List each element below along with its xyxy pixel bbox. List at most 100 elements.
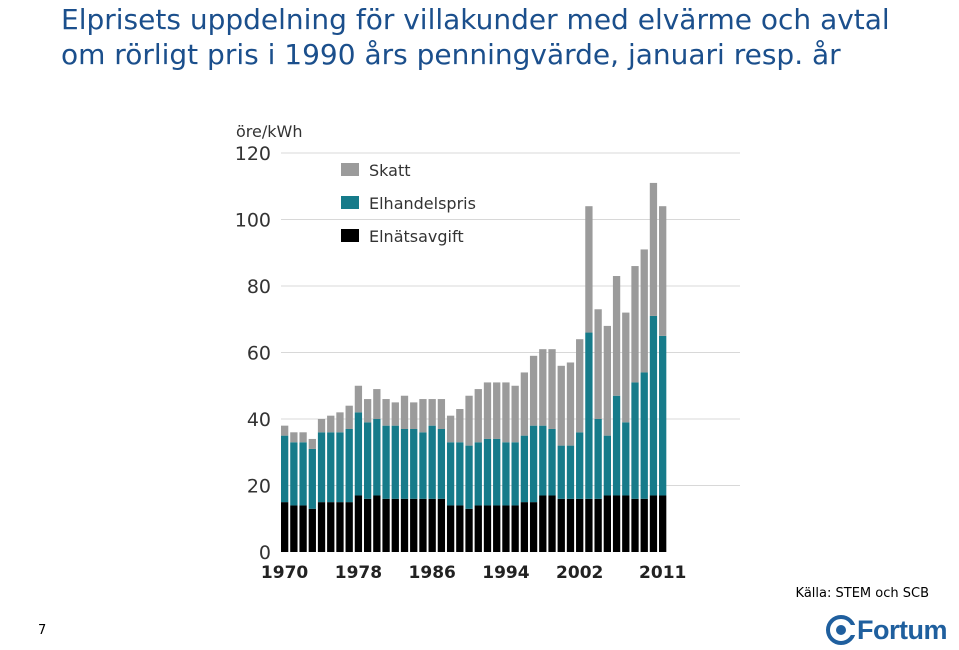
bar-segment-skatt-2002 [576, 339, 584, 433]
bar-segment-skatt-1995 [511, 385, 519, 443]
bar-segment-skatt-2003 [585, 206, 593, 333]
bar-segment-elnätsavgift-1981 [382, 498, 390, 552]
bar-segment-elhandelspris-1992 [483, 438, 492, 506]
bar-segment-elhandelspris-2006 [612, 395, 621, 496]
bar-segment-skatt-1977 [345, 405, 353, 429]
y-tick-label: 60 [247, 343, 271, 365]
slide-title: Elprisets uppdelning för villakunder med… [61, 3, 890, 71]
bar-segment-elnätsavgift-2008 [631, 498, 639, 552]
bar-segment-elhandelspris-2003 [585, 332, 593, 499]
bar-segment-elnätsavgift-1975 [327, 502, 335, 553]
bar-segment-elnätsavgift-1995 [511, 505, 519, 552]
legend-label-skatt: Skatt [369, 161, 411, 180]
bar-segment-elnätsavgift-1973 [308, 508, 316, 552]
legend-label-elnätsavgift: Elnätsavgift [369, 227, 464, 246]
bar-segment-skatt-2006 [612, 276, 621, 396]
bar-segment-elnätsavgift-2001 [566, 498, 575, 552]
bar-segment-elnätsavgift-2005 [603, 495, 611, 552]
bar-segment-elhandelspris-2000 [557, 445, 565, 499]
bar-segment-skatt-1979 [363, 399, 372, 423]
bar-segment-elhandelspris-2007 [622, 422, 630, 496]
bar-segment-skatt-1999 [548, 349, 556, 429]
bar-segment-skatt-1980 [373, 389, 381, 419]
bar-segment-skatt-1982 [391, 402, 399, 426]
bar-segment-elnätsavgift-2006 [612, 495, 621, 552]
bar-segment-skatt-2010 [649, 182, 658, 316]
bar-segment-elnätsavgift-1989 [456, 505, 464, 552]
bar-segment-elnätsavgift-1985 [419, 498, 427, 552]
y-tick-label: 120 [235, 143, 271, 165]
bar-segment-skatt-1970 [281, 425, 289, 436]
bar-segment-skatt-2004 [594, 309, 602, 419]
bar-segment-elhandelspris-2011 [659, 335, 667, 496]
y-tick-label: 40 [247, 409, 271, 431]
bar-segment-skatt-1981 [382, 399, 390, 426]
bar-segment-elhandelspris-1983 [400, 428, 409, 499]
x-tick-label: 1986 [409, 563, 456, 583]
bar-segment-elhandelspris-1997 [529, 425, 538, 503]
bar-segment-elnätsavgift-1982 [391, 498, 399, 552]
page-number: 7 [38, 623, 47, 638]
y-tick-label: 0 [259, 542, 271, 564]
legend-swatch-elhandelspris [341, 196, 359, 209]
bar-segment-elnätsavgift-1994 [502, 505, 510, 552]
bars [281, 182, 667, 553]
bar-segment-elhandelspris-1991 [474, 442, 482, 506]
bar-segment-elhandelspris-1979 [363, 422, 372, 499]
bar-segment-elhandelspris-2001 [566, 445, 575, 499]
bar-segment-elnätsavgift-1983 [400, 498, 409, 552]
bar-segment-skatt-2009 [640, 249, 648, 373]
bar-segment-elhandelspris-1998 [539, 425, 547, 496]
bar-segment-elhandelspris-1986 [428, 425, 436, 499]
bar-segment-elnätsavgift-1998 [539, 495, 547, 552]
bar-segment-skatt-1998 [539, 349, 547, 426]
bar-segment-elhandelspris-1994 [502, 442, 510, 506]
bar-segment-skatt-1973 [308, 438, 316, 449]
x-axis-ticks: 1970 1978 1986 1994 2002 2011 [261, 563, 686, 583]
x-tick-label: 1978 [335, 563, 382, 583]
bar-segment-skatt-2001 [566, 362, 575, 446]
bar-segment-elhandelspris-2004 [594, 419, 602, 499]
bar-segment-elnätsavgift-2007 [622, 495, 630, 552]
bar-segment-elnätsavgift-2003 [585, 498, 593, 552]
bar-segment-skatt-2011 [659, 206, 667, 336]
bar-segment-elnätsavgift-1970 [281, 502, 289, 553]
bar-segment-elhandelspris-2010 [649, 315, 658, 496]
bar-segment-elhandelspris-1975 [327, 432, 335, 503]
bar-segment-elhandelspris-2005 [603, 435, 611, 496]
bar-segment-skatt-1984 [410, 402, 418, 429]
bar-segment-elhandelspris-1985 [419, 432, 427, 499]
bar-segment-elhandelspris-2002 [576, 432, 584, 499]
bar-segment-elnätsavgift-2004 [594, 498, 602, 552]
bar-segment-skatt-1990 [465, 395, 473, 446]
bar-segment-elnätsavgift-1991 [474, 505, 482, 552]
bar-segment-elhandelspris-1978 [354, 412, 363, 496]
stacked-bar-chart: 0 20 40 60 80 100 120 öre/kWh 1970 1978 1986 1994… [235, 122, 740, 583]
bar-segment-elhandelspris-1973 [308, 448, 316, 509]
y-tick-label: 100 [235, 210, 271, 232]
bar-segment-skatt-2000 [557, 365, 565, 446]
bar-segment-skatt-1978 [354, 385, 363, 413]
bar-segment-elhandelspris-1987 [437, 428, 446, 499]
bar-segment-elhandelspris-1981 [382, 425, 390, 499]
bar-segment-elnätsavgift-1997 [529, 502, 538, 553]
bar-segment-skatt-2005 [603, 325, 611, 436]
bar-segment-elnätsavgift-1971 [290, 505, 298, 552]
bar-segment-elnätsavgift-1972 [299, 505, 307, 552]
bar-segment-skatt-1975 [327, 415, 335, 433]
bar-segment-skatt-1974 [317, 419, 326, 433]
bar-segment-elhandelspris-1993 [493, 438, 501, 506]
bar-segment-skatt-1972 [299, 432, 307, 443]
bar-segment-skatt-1996 [520, 372, 529, 436]
bar-segment-skatt-1986 [428, 399, 436, 426]
bar-segment-elhandelspris-1988 [446, 442, 455, 506]
bar-segment-skatt-2007 [622, 312, 630, 423]
bar-segment-skatt-1976 [336, 412, 344, 433]
bar-segment-elnätsavgift-1987 [437, 498, 446, 552]
bar-segment-elnätsavgift-1980 [373, 495, 381, 552]
bar-segment-elnätsavgift-2009 [640, 498, 648, 552]
bar-segment-elhandelspris-2009 [640, 372, 648, 499]
fortum-logo-text: Fortum [857, 614, 947, 645]
bar-segment-elhandelspris-1996 [520, 435, 529, 503]
bar-segment-elhandelspris-1989 [456, 442, 464, 506]
